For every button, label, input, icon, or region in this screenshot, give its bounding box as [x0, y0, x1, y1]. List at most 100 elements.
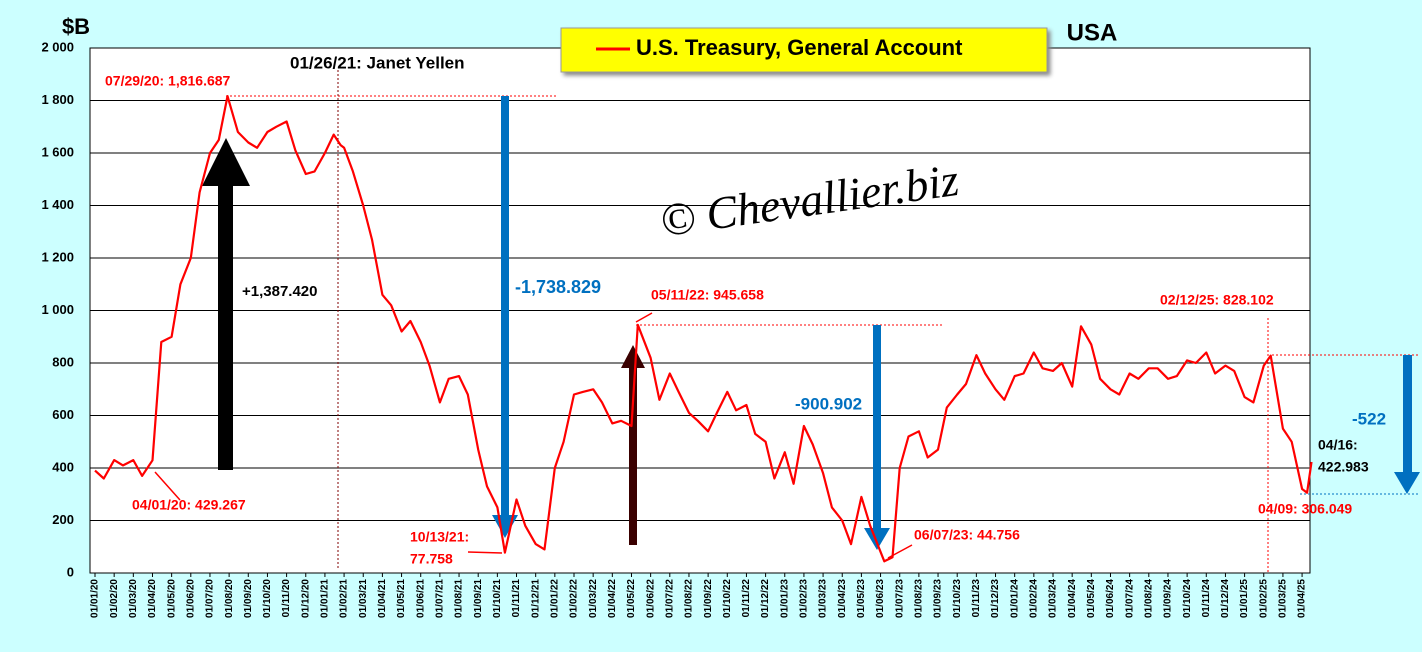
x-tick-label: 01/01/20 — [90, 579, 101, 618]
annotation: 422.983 — [1318, 459, 1369, 475]
annotation: 77.758 — [410, 551, 453, 567]
x-tick-label: 01/04/20 — [147, 579, 158, 618]
x-tick-label: 01/08/22 — [684, 579, 695, 618]
x-tick-label: 01/11/23 — [971, 579, 982, 618]
annotation: -900.902 — [795, 394, 862, 413]
x-tick-label: 01/11/20 — [281, 579, 292, 618]
x-tick-label: 01/10/24 — [1182, 579, 1193, 618]
y-tick-label: 2 000 — [41, 39, 74, 54]
x-tick-label: 01/02/21 — [339, 579, 350, 618]
x-tick-label: 01/10/20 — [262, 579, 273, 618]
x-tick-label: 01/01/22 — [549, 579, 560, 618]
x-tick-label: 01/09/24 — [1163, 579, 1174, 618]
annotation: 07/29/20: 1,816.687 — [105, 73, 231, 89]
y-tick-label: 400 — [52, 459, 74, 474]
x-tick-label: 01/07/23 — [894, 579, 905, 618]
arrow — [864, 325, 890, 550]
x-tick-label: 01/12/24 — [1220, 579, 1231, 618]
x-tick-label: 01/06/21 — [415, 579, 426, 618]
x-tick-label: 01/06/23 — [875, 579, 886, 618]
y-axis-label: $B — [62, 14, 90, 39]
annotation: 05/11/22: 945.658 — [651, 287, 764, 303]
x-tick-label: 01/07/22 — [664, 579, 675, 618]
pointer — [467, 551, 503, 554]
y-tick-label: 200 — [52, 512, 74, 527]
series-line — [94, 95, 1313, 563]
x-tick-label: 01/08/23 — [914, 579, 925, 618]
x-tick-label: 01/07/21 — [435, 579, 446, 618]
x-tick-label: 01/06/22 — [645, 579, 656, 618]
annotation: 04/16: — [1318, 437, 1358, 453]
x-tick-label: 01/05/20 — [166, 579, 177, 618]
annotation-arrows — [154, 70, 1420, 572]
annotation: +1,387.420 — [242, 283, 318, 300]
y-tick-label: 0 — [67, 564, 74, 579]
y-tick-label: 800 — [52, 354, 74, 369]
x-tick-label: 01/01/21 — [320, 579, 331, 618]
arrow — [202, 138, 250, 470]
x-tick-label: 01/11/21 — [511, 579, 522, 618]
arrow — [621, 345, 645, 545]
y-tick-label: 600 — [52, 407, 74, 422]
x-tick-label: 01/05/22 — [626, 579, 637, 618]
legend-box — [560, 27, 1048, 73]
annotation: 01/26/21: Janet Yellen — [290, 53, 465, 72]
x-tick-label: 01/04/22 — [607, 579, 618, 618]
x-tick-label: 01/02/22 — [569, 579, 580, 618]
x-tick-label: 01/08/21 — [454, 579, 465, 618]
x-tick-label: 01/09/21 — [473, 579, 484, 618]
x-tick-label: 01/10/22 — [722, 579, 733, 618]
annotation: 04/09: 306.049 — [1258, 501, 1352, 517]
x-tick-label: 01/10/23 — [952, 579, 963, 618]
annotation: -522 — [1352, 409, 1386, 428]
x-tick-label: 01/09/20 — [243, 579, 254, 618]
x-tick-label: 01/04/25 — [1297, 579, 1308, 618]
x-tick-label: 01/08/24 — [1143, 579, 1154, 618]
x-tick-label: 01/12/20 — [300, 579, 311, 618]
x-tick-label: 01/05/21 — [396, 579, 407, 618]
x-tick-label: 01/09/22 — [703, 579, 714, 618]
annotation: 10/13/21: — [410, 529, 469, 545]
x-tick-label: 01/01/24 — [1009, 579, 1020, 618]
y-tick-label: 1 400 — [41, 197, 74, 212]
x-tick-label: 01/11/22 — [741, 579, 752, 618]
x-tick-label: 01/03/22 — [588, 579, 599, 618]
x-tick-label: 01/10/21 — [492, 579, 503, 618]
x-tick-label: 01/11/24 — [1201, 579, 1212, 618]
arrow — [492, 96, 518, 538]
x-tick-label: 01/09/23 — [933, 579, 944, 618]
x-tick-label: 01/12/23 — [990, 579, 1001, 618]
x-tick-label: 01/12/22 — [760, 579, 771, 618]
x-tick-label: 01/03/21 — [358, 579, 369, 618]
x-tick-label: 01/01/25 — [1239, 579, 1250, 618]
chart-title: USA — [1067, 19, 1118, 46]
annotation: 02/12/25: 828.102 — [1160, 292, 1274, 308]
x-tick-label: 01/05/23 — [856, 579, 867, 618]
pointer — [635, 312, 653, 323]
x-tick-label: 01/05/24 — [1086, 579, 1097, 618]
x-tick-label: 01/03/20 — [128, 579, 139, 618]
x-tick-label: 01/07/24 — [1124, 579, 1135, 618]
x-tick-label: 01/12/21 — [530, 579, 541, 618]
x-tick-label: 01/06/20 — [185, 579, 196, 618]
annotation: -1,738.829 — [515, 277, 601, 297]
y-tick-label: 1 000 — [41, 302, 74, 317]
annotation: 04/01/20: 429.267 — [132, 497, 246, 513]
x-tick-label: 01/03/25 — [1278, 579, 1289, 618]
x-tick-label: 01/03/23 — [818, 579, 829, 618]
x-tick-label: 01/02/20 — [109, 579, 120, 618]
x-tick-label: 01/04/23 — [837, 579, 848, 618]
x-tick-label: 01/02/23 — [799, 579, 810, 618]
x-tick-label: 01/04/21 — [377, 579, 388, 618]
pointer — [154, 471, 181, 501]
legend-label: U.S. Treasury, General Account — [636, 35, 963, 60]
y-tick-label: 1 800 — [41, 92, 74, 107]
x-tick-label: 01/07/20 — [205, 579, 216, 618]
x-tick-label: 01/01/23 — [779, 579, 790, 618]
y-tick-label: 1 200 — [41, 249, 74, 264]
x-tick-label: 01/02/25 — [1258, 579, 1269, 618]
y-tick-label: 1 600 — [41, 144, 74, 159]
annotation: 06/07/23: 44.756 — [914, 527, 1020, 543]
x-tick-label: 01/04/24 — [1067, 579, 1078, 618]
